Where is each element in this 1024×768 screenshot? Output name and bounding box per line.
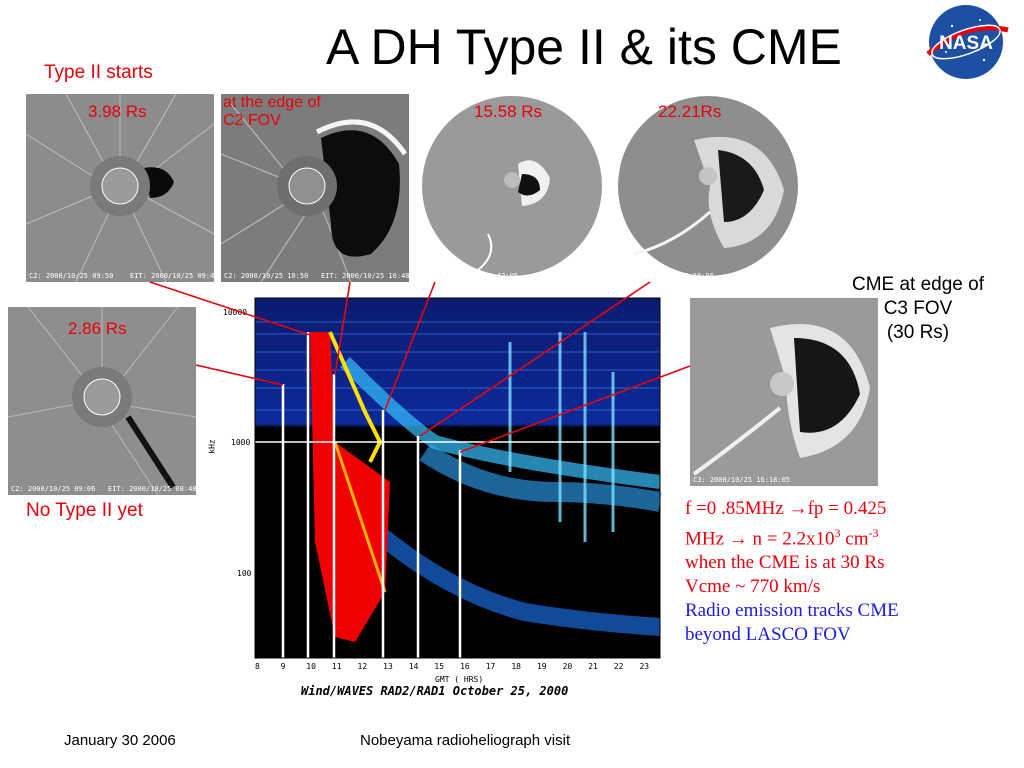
height-label: 2.86 Rs [68, 319, 127, 338]
height-label: 3.98 Rs [88, 102, 147, 121]
x-tick: 13 [383, 662, 393, 671]
y-tick-100: 100 [237, 569, 252, 578]
x-tick: 18 [511, 662, 521, 671]
footer-event: Nobeyama radioheliograph visit [360, 732, 571, 749]
note-line5: Radio emission tracks CME [685, 600, 899, 622]
height-label: 22.21Rs [658, 102, 722, 121]
x-tick: 10 [306, 662, 316, 671]
cme-edge-line2: C3 FOV [883, 298, 953, 319]
image-caption-left: C3: 2000/10/25 16:18:05 [693, 476, 790, 484]
height-label: 15.58 Rs [474, 102, 543, 121]
label-no-type2: No Type II yet [26, 500, 143, 521]
x-axis-label: GMT ( HRS) [435, 675, 484, 684]
lasco-image-6: C3: 2000/10/25 16:18:05 [690, 298, 878, 486]
x-tick: 9 [280, 662, 286, 671]
x-tick: 23 [639, 662, 650, 671]
y-tick-1000: 1000 [231, 438, 251, 447]
footer-date: January 30 2006 [64, 732, 176, 749]
edge-c2-line1: at the edge of [223, 94, 321, 111]
note-line3: when the CME is at 30 Rs [685, 552, 885, 574]
note-line2-b: cm [840, 528, 869, 550]
note-line2-sup2: -3 [868, 526, 879, 540]
x-tick: 15 [434, 662, 445, 671]
image-caption-left: C3: 2000/10/25 14:18:06 [617, 272, 714, 280]
analysis-notes: f =0 .85MHz →fp = 0.425 MHz → n = 2.2x10… [685, 497, 1020, 647]
label-cme-edge-c3: CME at edge of C3 FOV (30 Rs) [828, 273, 1008, 345]
connector-line [419, 281, 651, 437]
connector-line [149, 281, 311, 336]
lasco-image-1: 3.98 Rs C2: 2000/10/25 09:50 EIT: 2000/1… [26, 94, 214, 282]
x-tick: 17 [485, 662, 496, 671]
image-caption-left: C3: 2000/10/25 12:42:05 [421, 272, 518, 280]
waves-spectrogram: 10000 1000 100 kHz 8 9 10 11 12 13 14 15 16 17 18 1… [205, 292, 675, 712]
note-line6: beyond LASCO FOV [685, 624, 851, 646]
slide-title: A DH Type II & its CME [326, 19, 842, 75]
spectrogram-title: Wind/WAVES RAD2/RAD1 October 25, 2000 [301, 684, 569, 698]
y-tick-10000: 10000 [223, 308, 248, 317]
x-tick: 20 [562, 662, 573, 671]
x-tick: 14 [408, 662, 419, 671]
x-tick: 12 [357, 662, 368, 671]
image-caption-right: EIT: 2000/10/25 09:48 [130, 272, 214, 280]
cme-edge-line1: CME at edge of [851, 274, 985, 295]
x-tick: 22 [613, 662, 624, 671]
image-caption-right: EIT: 2000/10/25 10:48 [321, 272, 409, 280]
image-caption-right: EIT: 2000/10/25 08:48 [108, 485, 196, 493]
edge-c2-label: at the edge of C2 FOV [223, 94, 321, 130]
note-line4: Vcme ~ 770 km/s [685, 576, 821, 598]
image-caption-left: C2: 2000/10/25 09:06 [11, 485, 96, 493]
x-tick: 16 [460, 662, 470, 671]
x-axis-ticks: 8 9 10 11 12 13 14 15 16 17 18 19 20 21 22 23 [255, 662, 660, 674]
connector-line [195, 364, 284, 386]
lasco-image-3: 15.58 Rs C3: 2000/10/25 12:42:05 [418, 94, 606, 282]
x-tick: 21 [588, 662, 598, 671]
x-tick: 11 [331, 662, 342, 671]
nasa-logo-text: NASA [939, 33, 993, 54]
lasco-image-4: 22.21Rs C3: 2000/10/25 14:18:06 [614, 94, 802, 282]
note-line2-sup1: 3 [834, 526, 841, 540]
lasco-image-2: at the edge of C2 FOV C2: 2000/10/25 10:… [221, 94, 409, 282]
connector-line [384, 281, 436, 411]
note-line2: MHz → n = 2.2x103 cm-3 [685, 521, 1020, 551]
note-line1: f =0 .85MHz →fp = 0.425 [685, 498, 887, 519]
x-tick: 19 [536, 662, 547, 671]
x-tick: 8 [255, 662, 260, 671]
image-caption-left: C2: 2000/10/25 10:50 [224, 272, 309, 280]
nasa-logo: NASA [922, 0, 1014, 82]
lasco-image-5: 2.86 Rs C2: 2000/10/25 09:06 EIT: 2000/1… [8, 307, 196, 495]
note-line2-a: MHz → n = 2.2x10 [685, 528, 835, 550]
label-type2-starts: Type II starts [44, 62, 153, 83]
image-caption-left: C2: 2000/10/25 09:50 [29, 272, 114, 280]
edge-c2-line2: C2 FOV [223, 112, 281, 129]
cme-edge-line3: (30 Rs) [886, 322, 950, 343]
connector-line [459, 365, 691, 453]
connector-line [334, 281, 351, 376]
